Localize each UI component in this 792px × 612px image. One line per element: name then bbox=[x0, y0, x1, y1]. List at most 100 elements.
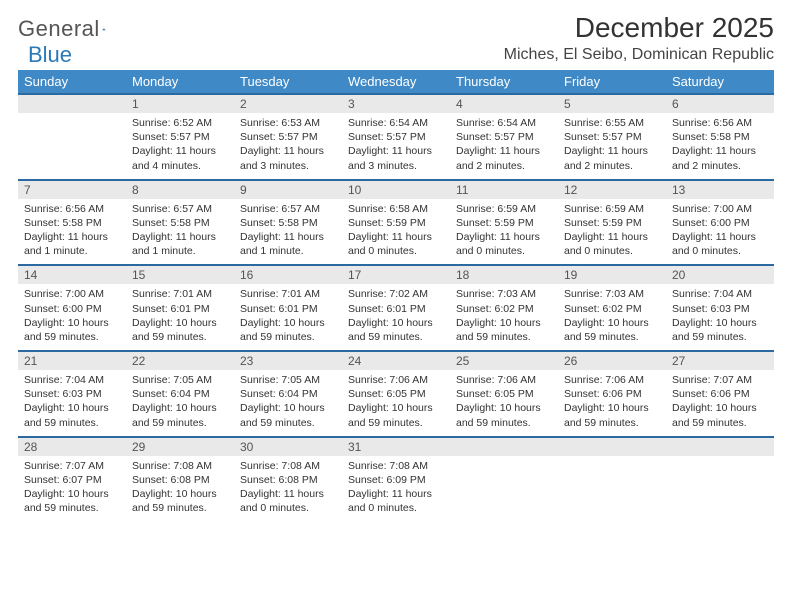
day-details: Sunrise: 7:06 AMSunset: 6:05 PMDaylight:… bbox=[342, 370, 450, 436]
calendar-cell: 16Sunrise: 7:01 AMSunset: 6:01 PMDayligh… bbox=[234, 265, 342, 351]
day-details: Sunrise: 6:55 AMSunset: 5:57 PMDaylight:… bbox=[558, 113, 666, 179]
calendar-cell: 10Sunrise: 6:58 AMSunset: 5:59 PMDayligh… bbox=[342, 180, 450, 266]
daynum: 21 bbox=[18, 352, 126, 370]
calendar-table: Sunday Monday Tuesday Wednesday Thursday… bbox=[18, 70, 774, 521]
calendar-cell: 29Sunrise: 7:08 AMSunset: 6:08 PMDayligh… bbox=[126, 437, 234, 522]
day-details: Sunrise: 6:57 AMSunset: 5:58 PMDaylight:… bbox=[126, 199, 234, 265]
day-details: Sunrise: 7:00 AMSunset: 6:00 PMDaylight:… bbox=[18, 284, 126, 350]
day-details: Sunrise: 6:59 AMSunset: 5:59 PMDaylight:… bbox=[558, 199, 666, 265]
calendar-cell bbox=[18, 94, 126, 180]
daynum: 3 bbox=[342, 95, 450, 113]
calendar-cell: 1Sunrise: 6:52 AMSunset: 5:57 PMDaylight… bbox=[126, 94, 234, 180]
calendar-cell bbox=[666, 437, 774, 522]
dayname-sat: Saturday bbox=[666, 70, 774, 94]
daynum: 9 bbox=[234, 181, 342, 199]
day-details: Sunrise: 7:08 AMSunset: 6:08 PMDaylight:… bbox=[234, 456, 342, 522]
calendar-cell: 23Sunrise: 7:05 AMSunset: 6:04 PMDayligh… bbox=[234, 351, 342, 437]
calendar-cell: 27Sunrise: 7:07 AMSunset: 6:06 PMDayligh… bbox=[666, 351, 774, 437]
dayname-fri: Friday bbox=[558, 70, 666, 94]
daynum: 1 bbox=[126, 95, 234, 113]
calendar-cell: 19Sunrise: 7:03 AMSunset: 6:02 PMDayligh… bbox=[558, 265, 666, 351]
daynum: 20 bbox=[666, 266, 774, 284]
daynum: 10 bbox=[342, 181, 450, 199]
daynum-empty bbox=[18, 95, 126, 113]
logo-triangle-icon bbox=[102, 20, 106, 38]
calendar-row: 21Sunrise: 7:04 AMSunset: 6:03 PMDayligh… bbox=[18, 351, 774, 437]
day-details: Sunrise: 7:03 AMSunset: 6:02 PMDaylight:… bbox=[450, 284, 558, 350]
brand-blue: Blue bbox=[28, 42, 72, 68]
calendar-cell: 15Sunrise: 7:01 AMSunset: 6:01 PMDayligh… bbox=[126, 265, 234, 351]
day-details: Sunrise: 7:01 AMSunset: 6:01 PMDaylight:… bbox=[234, 284, 342, 350]
daynum: 18 bbox=[450, 266, 558, 284]
day-details: Sunrise: 7:07 AMSunset: 6:06 PMDaylight:… bbox=[666, 370, 774, 436]
calendar-cell: 24Sunrise: 7:06 AMSunset: 6:05 PMDayligh… bbox=[342, 351, 450, 437]
daynum: 30 bbox=[234, 438, 342, 456]
day-details: Sunrise: 7:01 AMSunset: 6:01 PMDaylight:… bbox=[126, 284, 234, 350]
calendar-cell: 7Sunrise: 6:56 AMSunset: 5:58 PMDaylight… bbox=[18, 180, 126, 266]
day-details: Sunrise: 6:57 AMSunset: 5:58 PMDaylight:… bbox=[234, 199, 342, 265]
daynum: 7 bbox=[18, 181, 126, 199]
daynum: 5 bbox=[558, 95, 666, 113]
daynum: 13 bbox=[666, 181, 774, 199]
calendar-cell: 26Sunrise: 7:06 AMSunset: 6:06 PMDayligh… bbox=[558, 351, 666, 437]
day-details: Sunrise: 7:02 AMSunset: 6:01 PMDaylight:… bbox=[342, 284, 450, 350]
daynum: 6 bbox=[666, 95, 774, 113]
daynum: 11 bbox=[450, 181, 558, 199]
calendar-cell: 31Sunrise: 7:08 AMSunset: 6:09 PMDayligh… bbox=[342, 437, 450, 522]
daynum-empty bbox=[558, 438, 666, 456]
header: General December 2025 Miches, El Seibo, … bbox=[18, 12, 774, 64]
dayname-sun: Sunday bbox=[18, 70, 126, 94]
calendar-cell: 3Sunrise: 6:54 AMSunset: 5:57 PMDaylight… bbox=[342, 94, 450, 180]
daynum: 24 bbox=[342, 352, 450, 370]
calendar-cell: 30Sunrise: 7:08 AMSunset: 6:08 PMDayligh… bbox=[234, 437, 342, 522]
dayname-row: Sunday Monday Tuesday Wednesday Thursday… bbox=[18, 70, 774, 94]
daynum: 28 bbox=[18, 438, 126, 456]
calendar-cell: 13Sunrise: 7:00 AMSunset: 6:00 PMDayligh… bbox=[666, 180, 774, 266]
calendar-cell bbox=[558, 437, 666, 522]
calendar-cell: 25Sunrise: 7:06 AMSunset: 6:05 PMDayligh… bbox=[450, 351, 558, 437]
day-details: Sunrise: 7:06 AMSunset: 6:06 PMDaylight:… bbox=[558, 370, 666, 436]
dayname-tue: Tuesday bbox=[234, 70, 342, 94]
day-details: Sunrise: 6:52 AMSunset: 5:57 PMDaylight:… bbox=[126, 113, 234, 179]
calendar-cell bbox=[450, 437, 558, 522]
day-details: Sunrise: 6:56 AMSunset: 5:58 PMDaylight:… bbox=[666, 113, 774, 179]
daynum: 19 bbox=[558, 266, 666, 284]
calendar-cell: 11Sunrise: 6:59 AMSunset: 5:59 PMDayligh… bbox=[450, 180, 558, 266]
calendar-cell: 9Sunrise: 6:57 AMSunset: 5:58 PMDaylight… bbox=[234, 180, 342, 266]
day-details: Sunrise: 6:54 AMSunset: 5:57 PMDaylight:… bbox=[342, 113, 450, 179]
day-details: Sunrise: 7:00 AMSunset: 6:00 PMDaylight:… bbox=[666, 199, 774, 265]
calendar-cell: 22Sunrise: 7:05 AMSunset: 6:04 PMDayligh… bbox=[126, 351, 234, 437]
calendar-row: 1Sunrise: 6:52 AMSunset: 5:57 PMDaylight… bbox=[18, 94, 774, 180]
day-details: Sunrise: 7:04 AMSunset: 6:03 PMDaylight:… bbox=[18, 370, 126, 436]
calendar-cell: 17Sunrise: 7:02 AMSunset: 6:01 PMDayligh… bbox=[342, 265, 450, 351]
daynum: 29 bbox=[126, 438, 234, 456]
calendar-cell: 8Sunrise: 6:57 AMSunset: 5:58 PMDaylight… bbox=[126, 180, 234, 266]
calendar-cell: 21Sunrise: 7:04 AMSunset: 6:03 PMDayligh… bbox=[18, 351, 126, 437]
daynum: 8 bbox=[126, 181, 234, 199]
calendar-cell: 12Sunrise: 6:59 AMSunset: 5:59 PMDayligh… bbox=[558, 180, 666, 266]
day-details: Sunrise: 7:04 AMSunset: 6:03 PMDaylight:… bbox=[666, 284, 774, 350]
daynum: 27 bbox=[666, 352, 774, 370]
day-details: Sunrise: 7:08 AMSunset: 6:08 PMDaylight:… bbox=[126, 456, 234, 522]
calendar-cell: 6Sunrise: 6:56 AMSunset: 5:58 PMDaylight… bbox=[666, 94, 774, 180]
daynum: 14 bbox=[18, 266, 126, 284]
calendar-cell: 14Sunrise: 7:00 AMSunset: 6:00 PMDayligh… bbox=[18, 265, 126, 351]
brand-general: General bbox=[18, 16, 100, 42]
dayname-wed: Wednesday bbox=[342, 70, 450, 94]
calendar-row: 14Sunrise: 7:00 AMSunset: 6:00 PMDayligh… bbox=[18, 265, 774, 351]
daynum: 22 bbox=[126, 352, 234, 370]
day-details: Sunrise: 6:54 AMSunset: 5:57 PMDaylight:… bbox=[450, 113, 558, 179]
day-details: Sunrise: 7:07 AMSunset: 6:07 PMDaylight:… bbox=[18, 456, 126, 522]
dayname-thu: Thursday bbox=[450, 70, 558, 94]
day-details: Sunrise: 6:53 AMSunset: 5:57 PMDaylight:… bbox=[234, 113, 342, 179]
day-details: Sunrise: 7:03 AMSunset: 6:02 PMDaylight:… bbox=[558, 284, 666, 350]
location-subtitle: Miches, El Seibo, Dominican Republic bbox=[504, 46, 774, 64]
daynum: 4 bbox=[450, 95, 558, 113]
daynum: 26 bbox=[558, 352, 666, 370]
day-details: Sunrise: 7:08 AMSunset: 6:09 PMDaylight:… bbox=[342, 456, 450, 522]
page-title: December 2025 bbox=[504, 12, 774, 44]
daynum: 15 bbox=[126, 266, 234, 284]
calendar-cell: 5Sunrise: 6:55 AMSunset: 5:57 PMDaylight… bbox=[558, 94, 666, 180]
daynum: 16 bbox=[234, 266, 342, 284]
calendar-cell: 20Sunrise: 7:04 AMSunset: 6:03 PMDayligh… bbox=[666, 265, 774, 351]
